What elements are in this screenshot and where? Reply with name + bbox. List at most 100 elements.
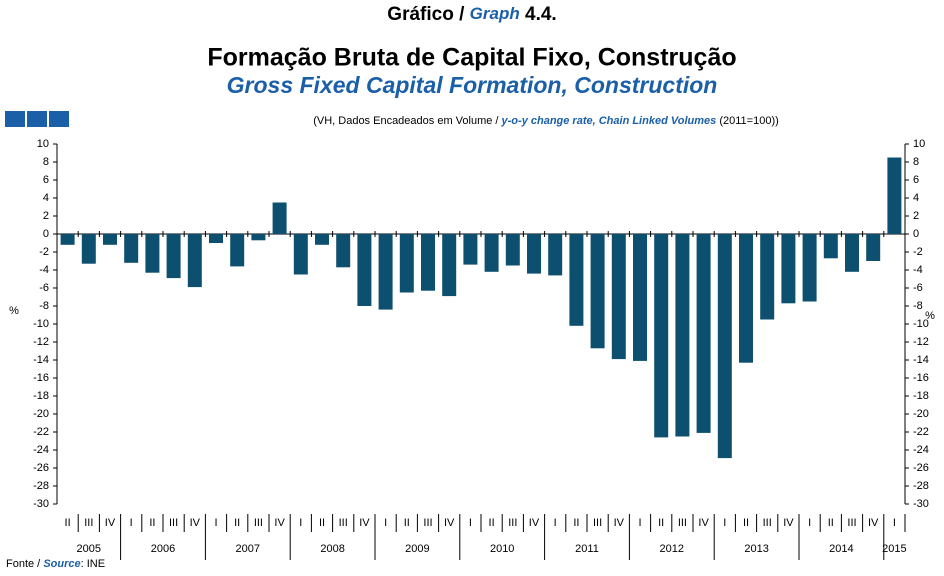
y-tick-label: -8	[39, 300, 49, 312]
y-tick-label: 6	[43, 174, 49, 186]
x-tick-label: I	[893, 517, 896, 529]
x-tick-label: II	[573, 517, 579, 529]
x-tick-label: III	[169, 517, 178, 529]
y-tick-label: -6	[39, 282, 49, 294]
x-tick-label: IV	[444, 517, 455, 529]
bar	[739, 234, 753, 363]
y2-tick-label: 0	[913, 228, 919, 240]
x-group-label: 2010	[490, 543, 514, 555]
bar	[866, 234, 881, 261]
y2-tick-label: 4	[913, 192, 919, 204]
bar	[548, 234, 563, 276]
bar	[293, 234, 308, 275]
y2-tick-label: -14	[913, 354, 929, 366]
x-group-label: 2012	[660, 543, 684, 555]
x-tick-label: II	[234, 517, 240, 529]
bar	[654, 234, 669, 438]
bar	[463, 234, 478, 265]
x-tick-label: IV	[614, 517, 625, 529]
y-tick-label: -26	[33, 462, 49, 474]
bar	[81, 234, 96, 264]
chart-title-en: Gross Fixed Capital Formation, Construct…	[227, 72, 718, 98]
y2-tick-label: -6	[913, 282, 923, 294]
y2-tick-label: -30	[913, 498, 929, 510]
x-tick-label: III	[254, 517, 263, 529]
x-group-label: 2015	[882, 543, 906, 555]
legend-deco	[27, 111, 47, 127]
y2-tick-label: -4	[913, 264, 923, 276]
bar	[315, 234, 329, 245]
y-tick-label: -2	[39, 246, 49, 258]
y2-tick-label: 2	[913, 210, 919, 222]
y2-tick-label: -28	[913, 480, 929, 492]
subtitle: (VH, Dados Encadeados em Volume / y-o-y …	[313, 115, 779, 127]
bar	[484, 234, 499, 272]
y2-tick-label: -12	[913, 336, 929, 348]
x-group-label: 2006	[151, 543, 175, 555]
bar	[60, 234, 75, 245]
x-tick-label: IV	[105, 517, 116, 529]
bar	[845, 234, 859, 272]
x-tick-label: IV	[529, 517, 540, 529]
y-tick-label: -28	[33, 480, 49, 492]
graph-label-en: Graph	[470, 4, 520, 23]
y-tick-label: -16	[33, 372, 49, 384]
x-tick-label: I	[808, 517, 811, 529]
x-tick-label: IV	[783, 517, 794, 529]
x-group-label: 2013	[744, 543, 768, 555]
y-tick-label: 4	[43, 192, 49, 204]
chart-title: Formação Bruta de Capital Fixo, Construç…	[207, 44, 736, 72]
x-tick-label: I	[299, 517, 302, 529]
y2-tick-label: -10	[913, 318, 929, 330]
x-tick-label: II	[404, 517, 410, 529]
bar	[760, 234, 775, 320]
source-text: : INE	[81, 558, 105, 570]
bar	[505, 234, 520, 266]
x-tick-label: IV	[868, 517, 879, 529]
x-group-label: 2005	[77, 543, 101, 555]
source-label-en: Source	[43, 558, 80, 570]
x-tick-label: III	[847, 517, 856, 529]
bar	[781, 234, 796, 304]
y2-tick-label: -16	[913, 372, 929, 384]
y-tick-label: -24	[33, 444, 49, 456]
x-group-label: 2008	[320, 543, 344, 555]
y2-tick-label: 6	[913, 174, 919, 186]
subtitle-en: y-o-y change rate, Chain Linked Volumes	[501, 115, 717, 127]
x-tick-label: II	[149, 517, 155, 529]
x-tick-label: II	[65, 517, 71, 529]
graph-number: 4.4.	[525, 4, 557, 25]
x-tick-label: II	[319, 517, 325, 529]
bar	[569, 234, 584, 326]
bar	[230, 234, 245, 267]
subtitle-pt: (VH, Dados Encadeados em Volume /	[313, 115, 499, 127]
bar	[399, 234, 414, 293]
y2-tick-label: -2	[913, 246, 923, 258]
x-tick-label: I	[384, 517, 387, 529]
subtitle-end: (2011=100))	[719, 115, 778, 127]
x-group-label: 2014	[829, 543, 853, 555]
y-tick-label: -14	[33, 354, 49, 366]
y2-tick-label: -18	[913, 390, 929, 402]
legend-deco	[49, 111, 69, 127]
x-tick-label: IV	[698, 517, 709, 529]
x-tick-label: III	[339, 517, 348, 529]
y-tick-label: -12	[33, 336, 49, 348]
y-tick-label: 0	[43, 228, 49, 240]
bar	[187, 234, 202, 288]
bar	[124, 234, 139, 263]
y2-tick-label: -22	[913, 426, 929, 438]
x-tick-label: III	[423, 517, 432, 529]
bar	[696, 234, 711, 433]
graph-label-pt: Gráfico /	[387, 4, 465, 25]
x-tick-label: II	[828, 517, 834, 529]
y2-tick-label: -20	[913, 408, 929, 420]
y-tick-label: -22	[33, 426, 49, 438]
y-tick-label: -20	[33, 408, 49, 420]
x-group-label: 2007	[236, 543, 260, 555]
y-tick-label: -18	[33, 390, 49, 402]
bar	[802, 234, 817, 302]
bar	[145, 234, 160, 273]
x-tick-label: III	[508, 517, 517, 529]
